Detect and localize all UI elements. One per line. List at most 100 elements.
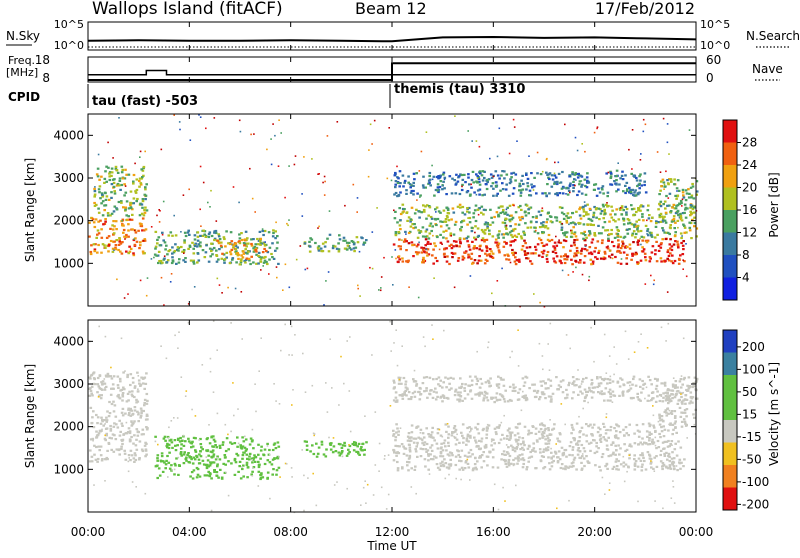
velocity-cell	[459, 395, 462, 398]
power-noise-cell	[405, 233, 407, 235]
velocity-cell	[476, 379, 480, 383]
velocity-noise-cell	[104, 480, 106, 482]
velocity-cell	[539, 428, 543, 431]
velocity-cell	[642, 383, 645, 386]
power-cell	[335, 247, 339, 250]
power-cell	[496, 246, 500, 249]
velocity-cell	[400, 443, 404, 446]
power-cell	[681, 253, 685, 256]
power-cell	[588, 230, 592, 233]
power-cell	[262, 233, 265, 237]
power-cell	[616, 235, 619, 238]
velocity-cell	[96, 457, 100, 461]
power-cell	[131, 228, 134, 231]
velocity-cell	[470, 397, 474, 400]
power-cell	[196, 235, 200, 238]
velocity-cell	[518, 422, 522, 425]
power-cell	[646, 239, 650, 242]
power-cell	[673, 183, 676, 186]
velocity-cell	[90, 392, 93, 395]
velocity-cell	[405, 454, 409, 457]
power-cell	[515, 235, 519, 238]
velocity-cell	[91, 394, 94, 397]
velocity-noise-cell	[628, 454, 631, 457]
power-cell	[653, 236, 657, 239]
velocity-cell	[552, 459, 555, 463]
velocity-cell	[583, 388, 587, 391]
velocity-cell	[674, 380, 678, 383]
power-cell	[165, 244, 168, 247]
power-cell	[236, 252, 239, 255]
power-cell	[624, 174, 627, 177]
velocity-cell	[546, 448, 550, 452]
power-cell	[238, 240, 241, 243]
power-cell	[107, 166, 110, 169]
velocity-cell	[637, 435, 641, 438]
power-cell	[238, 263, 242, 266]
power-cell	[337, 242, 340, 245]
velocity-cell	[166, 442, 169, 445]
velocity-cell	[404, 389, 407, 392]
velocity-noise-cell	[481, 393, 484, 395]
power-cell	[252, 238, 255, 241]
velocity-noise-cell	[237, 408, 239, 410]
velocity-cell	[444, 462, 448, 465]
power-cell	[141, 250, 145, 253]
power-cell	[639, 173, 642, 176]
power-cell	[523, 250, 527, 253]
velocity-cell	[89, 389, 93, 392]
noise-right-tick-bottom: 10^0	[700, 39, 730, 52]
power-cell	[570, 232, 574, 235]
power-cell	[667, 259, 671, 262]
velocity-cell	[662, 447, 665, 450]
velocity-cell	[223, 471, 227, 474]
velocity-cell	[447, 463, 451, 466]
power-cell	[101, 200, 105, 203]
power-noise-cell	[227, 286, 229, 289]
power-cell	[443, 220, 446, 223]
velocity-colorbar-cell	[723, 352, 737, 376]
power-cell	[477, 177, 481, 180]
power-cell	[263, 259, 267, 262]
power-cell	[467, 256, 470, 259]
power-ytick-label: 1000	[53, 256, 84, 270]
power-cell	[636, 224, 640, 227]
power-cell	[411, 244, 414, 247]
power-cell	[413, 212, 417, 215]
power-noise-cell	[653, 279, 655, 282]
velocity-cell	[649, 423, 652, 426]
velocity-cell	[443, 396, 446, 399]
power-cell	[518, 189, 521, 192]
velocity-cell	[502, 378, 505, 381]
velocity-cell	[497, 386, 501, 389]
velocity-noise-cell	[389, 320, 391, 323]
velocity-noise-cell	[125, 421, 128, 424]
velocity-noise-cell	[98, 325, 100, 328]
power-cell	[442, 171, 446, 174]
velocity-cell	[684, 422, 687, 425]
power-cell	[560, 211, 564, 214]
velocity-noise-cell	[303, 474, 305, 477]
velocity-cell	[154, 435, 157, 438]
power-cell	[396, 195, 399, 198]
power-noise-cell	[477, 213, 480, 216]
power-cell	[100, 175, 103, 178]
power-cell	[523, 239, 526, 242]
power-cell	[689, 214, 692, 217]
power-cell	[93, 250, 96, 253]
power-cell	[570, 244, 573, 247]
power-cell	[603, 252, 607, 255]
power-cell	[602, 205, 605, 208]
power-cell	[527, 212, 530, 215]
velocity-cell	[652, 441, 656, 444]
velocity-cell	[518, 388, 522, 391]
velocity-cell	[656, 395, 659, 398]
power-cell	[439, 233, 442, 236]
power-cell	[622, 217, 626, 221]
velocity-cell	[497, 375, 500, 378]
power-cell	[354, 246, 358, 249]
velocity-noise-cell	[422, 336, 425, 338]
power-cell	[195, 245, 199, 248]
power-cell	[628, 186, 631, 189]
velocity-cell	[421, 382, 425, 385]
